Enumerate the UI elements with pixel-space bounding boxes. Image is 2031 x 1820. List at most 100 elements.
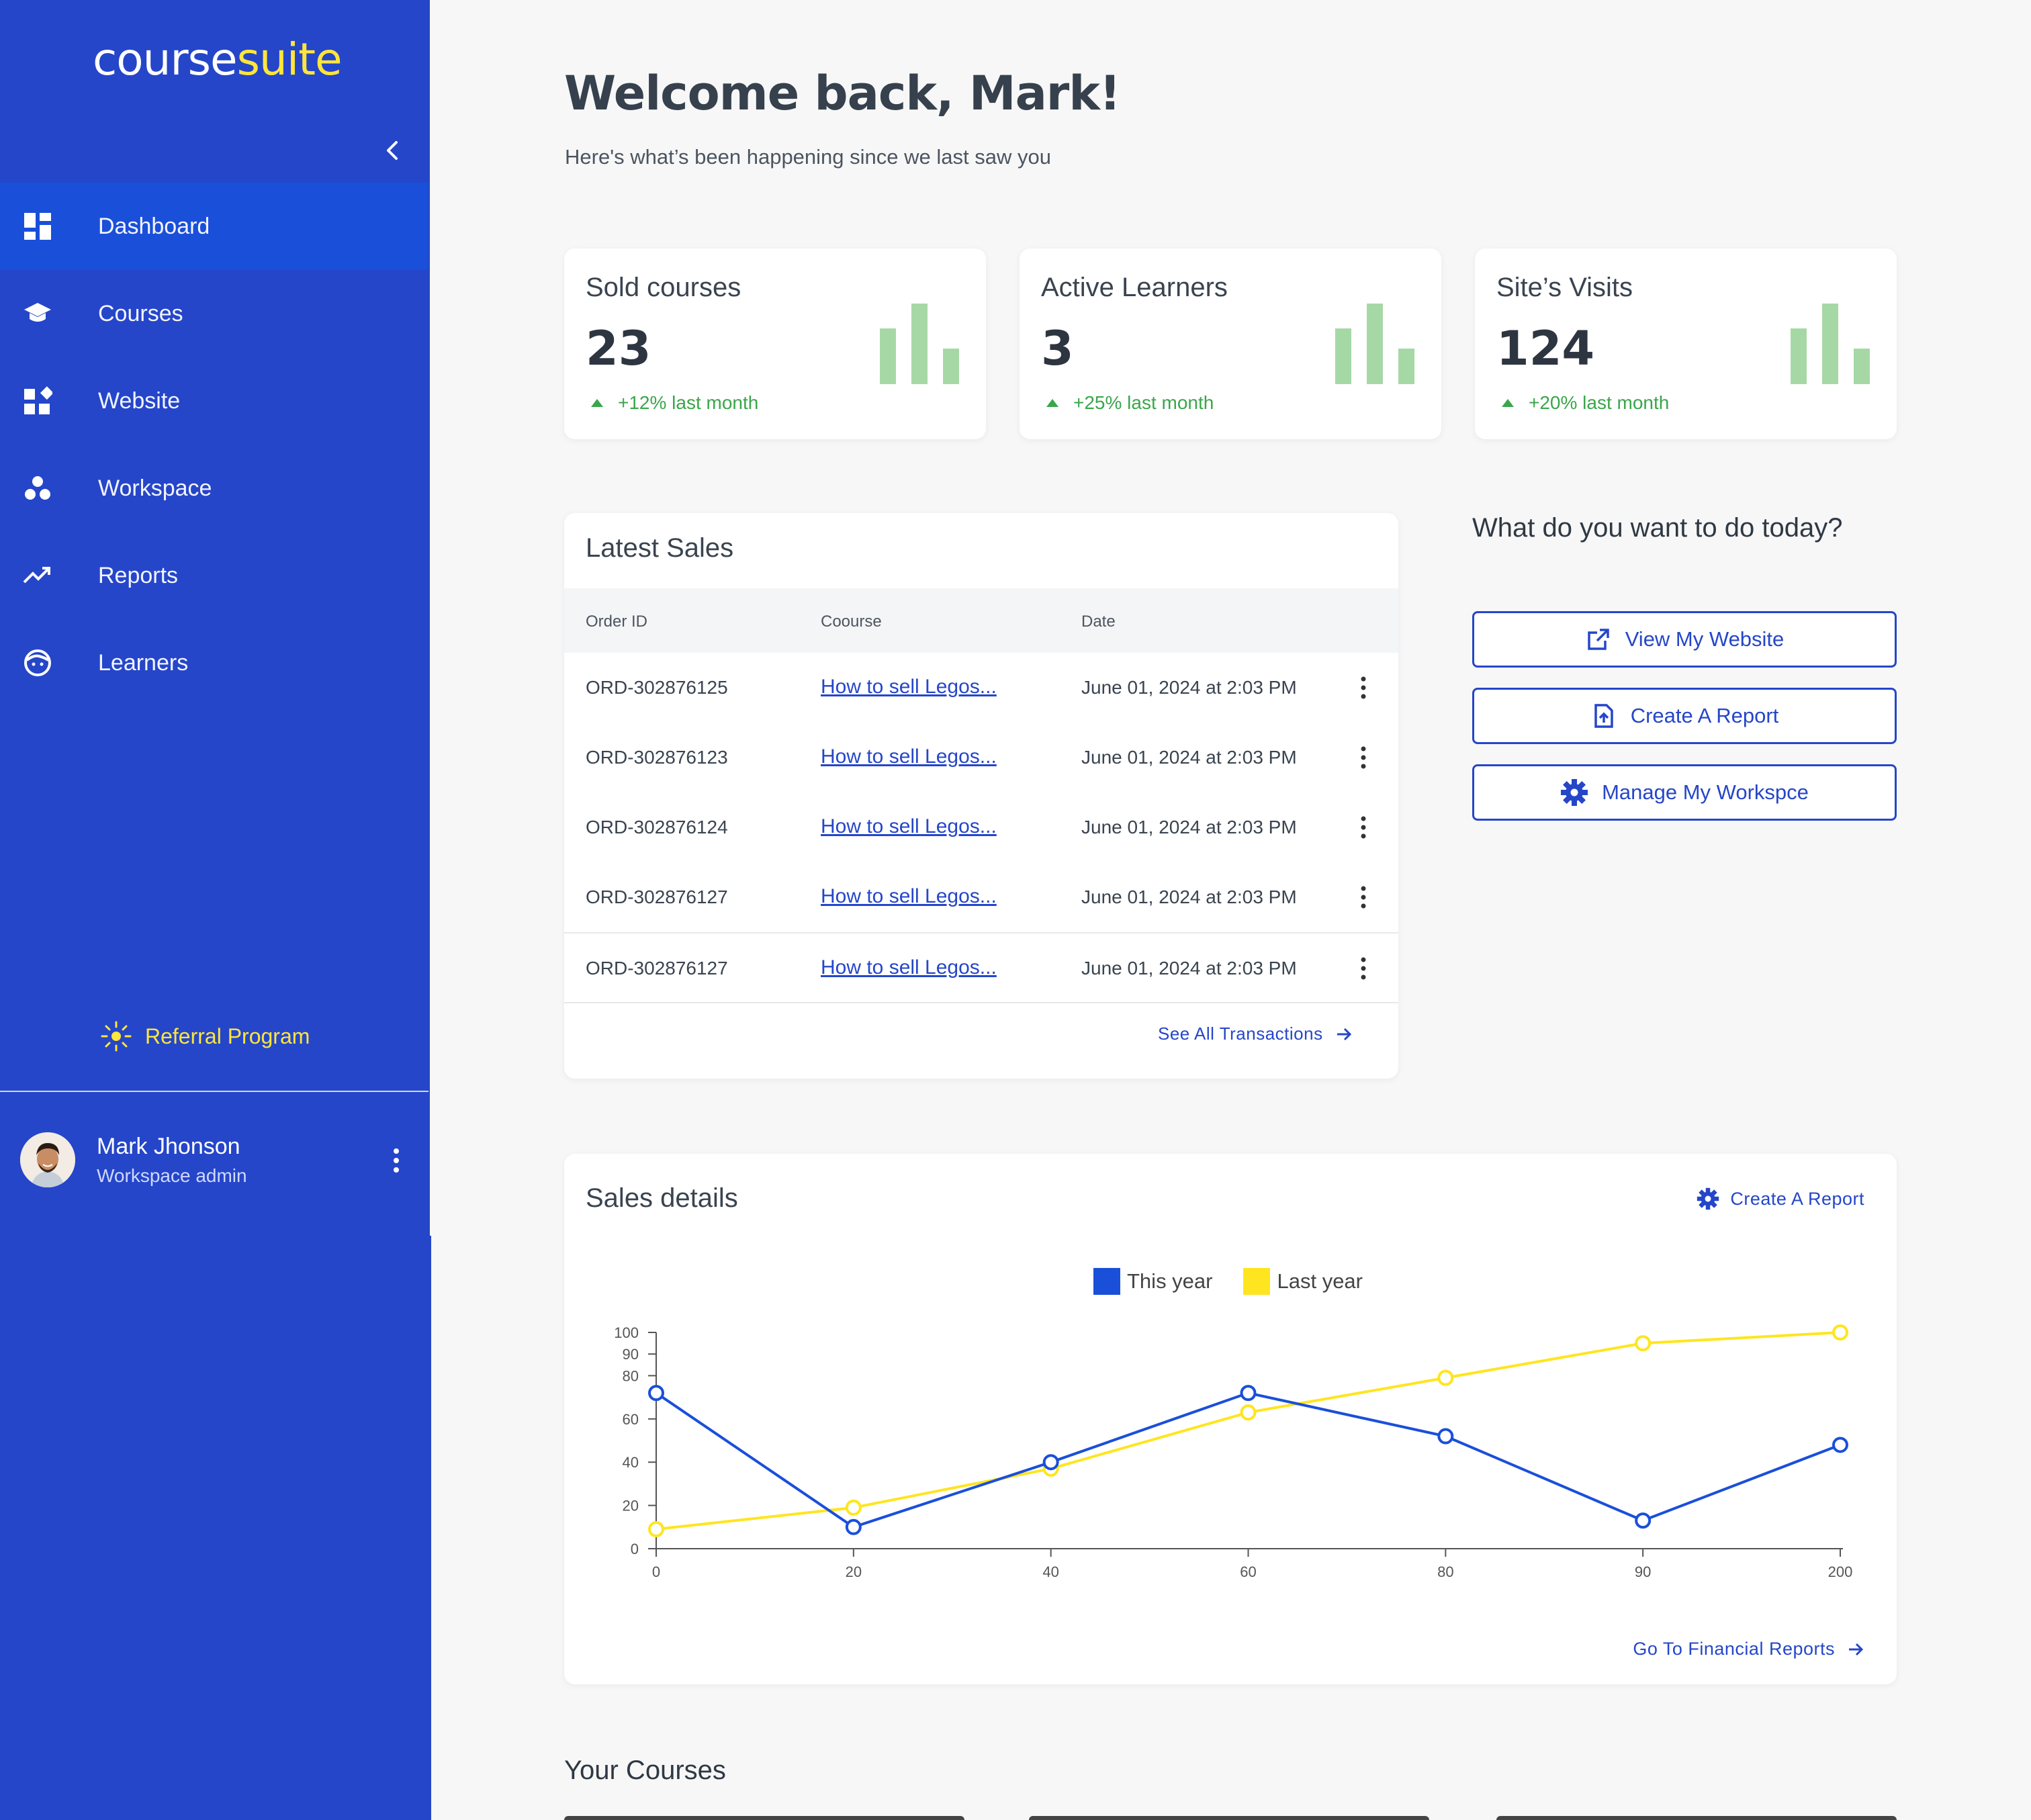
stat-label: Site’s Visits [1496,273,1633,302]
sidebar: coursesuite Dashboard Courses Website [0,0,430,1820]
quick-actions-title: What do you want to do today? [1472,513,1843,543]
data-point-last-year [1437,1369,1454,1386]
legend-label: Last year [1277,1269,1363,1293]
face-icon [24,649,51,676]
file-upload-icon [1594,704,1613,728]
stat-label: Sold courses [586,273,741,302]
user-role: Workspace admin [97,1165,247,1186]
legend-item-this-year[interactable]: This year [1093,1268,1212,1295]
referral-label: Referral Program [145,1023,310,1048]
chart-create-report-link[interactable]: Create A Report [1697,1187,1864,1210]
create-a-report-button[interactable]: Create A Report [1472,688,1897,744]
course-link[interactable]: How to sell Legos... [821,956,997,979]
x-tick-label: 40 [1042,1563,1058,1580]
sidebar-item-label: Learners [98,649,189,676]
course-link[interactable]: How to sell Legos... [821,885,997,907]
avatar [20,1132,75,1187]
data-point-last-year [648,1521,664,1538]
create-report-label: Create A Report [1730,1188,1864,1209]
row-divider [564,932,1398,934]
stat-value: 3 [1041,321,1074,376]
more-vertical-icon[interactable] [1359,744,1367,771]
stat-trend: +12% last month [591,392,758,414]
more-vertical-icon[interactable] [1359,674,1367,701]
see-all-transactions-link[interactable]: See All Transactions [1158,1023,1353,1044]
course-card-thumbnail[interactable] [564,1816,964,1820]
sidebar-item-courses[interactable]: Courses [0,270,428,357]
table-header: Order ID Coourse Date [564,588,1398,653]
latest-sales-card: Latest Sales Order ID Coourse Date ORD-3… [564,513,1398,1079]
financial-reports-link[interactable]: Go To Financial Reports [1633,1639,1864,1659]
course-link[interactable]: How to sell Legos... [821,745,997,768]
row-divider [564,1002,1398,1003]
bar-chart-icon [1791,304,1870,384]
y-tick-label: 80 [623,1367,639,1384]
order-date: June 01, 2024 at 2:03 PM [1081,886,1297,907]
order-date: June 01, 2024 at 2:03 PM [1081,747,1297,768]
arrow-right-icon [1849,1643,1864,1655]
more-vertical-icon[interactable] [1359,814,1367,841]
dashboard-icon [24,213,51,240]
user-profile[interactable]: Mark Jhonson Workspace admin [20,1132,247,1187]
arrow-up-icon [591,399,603,407]
series-line-last-year [656,1331,1841,1531]
table-row: ORD-302876124 How to sell Legos... June … [564,792,1398,862]
main-content: Welcome back, Mark! Here's what’s been h… [430,0,2031,1820]
sun-icon [101,1021,132,1052]
arrow-right-icon [1337,1028,1351,1040]
data-point-last-year [1832,1324,1848,1340]
course-link[interactable]: How to sell Legos... [821,815,997,837]
course-card-thumbnail[interactable] [1496,1816,1897,1820]
collapse-sidebar-icon[interactable] [380,134,404,167]
data-point-last-year [845,1499,862,1516]
more-vertical-icon[interactable] [390,1146,403,1175]
more-vertical-icon[interactable] [1359,884,1367,911]
column-header-course: Coourse [821,612,882,631]
stat-value: 23 [586,321,651,376]
referral-program-link[interactable]: Referral Program [101,1021,310,1052]
data-point-this-year [1042,1454,1059,1471]
order-id: ORD-302876127 [586,958,728,979]
sidebar-item-label: Reports [98,562,179,588]
order-date: June 01, 2024 at 2:03 PM [1081,817,1297,837]
stat-label: Active Learners [1041,273,1228,302]
order-id: ORD-302876125 [586,677,728,698]
order-id: ORD-302876123 [586,747,728,768]
see-all-label: See All Transactions [1158,1023,1323,1044]
manage-workspace-button[interactable]: Manage My Workspce [1472,764,1897,821]
stat-value: 124 [1496,321,1595,376]
logo-text-suite: suite [236,34,343,85]
data-point-this-year [1437,1428,1454,1445]
sidebar-item-reports[interactable]: Reports [0,532,428,619]
action-label: View My Website [1625,627,1785,651]
view-my-website-button[interactable]: View My Website [1472,611,1897,668]
sidebar-edge [428,1236,431,1820]
financial-reports-label: Go To Financial Reports [1633,1639,1835,1659]
data-point-this-year [648,1385,664,1402]
table-row: ORD-302876127 How to sell Legos... June … [564,862,1398,932]
sidebar-item-workspace[interactable]: Workspace [0,445,428,532]
stat-trend-text: +12% last month [618,392,759,413]
course-link[interactable]: How to sell Legos... [821,676,997,698]
sales-details-title: Sales details [586,1183,738,1213]
y-tick-label: 100 [614,1324,639,1341]
table-row: ORD-302876123 How to sell Legos... June … [564,723,1398,792]
y-tick-label: 90 [623,1346,639,1363]
logo[interactable]: coursesuite [93,34,343,85]
legend-item-last-year[interactable]: Last year [1243,1268,1363,1295]
x-tick-label: 20 [846,1563,862,1580]
x-tick-label: 200 [1828,1563,1853,1580]
y-tick-label: 0 [631,1541,639,1557]
course-card-thumbnail[interactable] [1029,1816,1429,1820]
action-label: Manage My Workspce [1602,780,1809,804]
sidebar-item-website[interactable]: Website [0,357,428,445]
data-point-last-year [1240,1404,1257,1421]
chart-legend: This year Last year [1093,1268,1394,1295]
sidebar-item-dashboard[interactable]: Dashboard [0,183,428,270]
more-vertical-icon[interactable] [1359,955,1367,982]
stat-trend-text: +20% last month [1529,392,1670,413]
data-point-this-year [1635,1512,1652,1529]
sidebar-item-learners[interactable]: Learners [0,619,428,707]
sidebar-item-label: Workspace [98,475,212,501]
widgets-icon [24,386,52,414]
